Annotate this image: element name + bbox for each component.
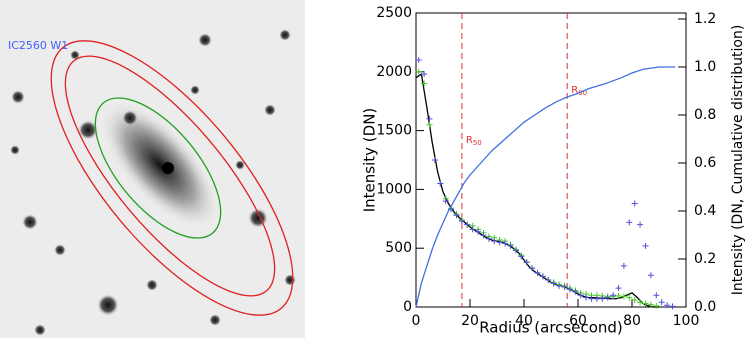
plot-frame bbox=[415, 12, 687, 308]
y2-tick-label: 1.2 bbox=[694, 11, 716, 27]
plus-marker bbox=[599, 295, 606, 302]
plus-marker bbox=[415, 57, 422, 64]
plus-marker bbox=[631, 296, 638, 303]
y-tick-label: 500 bbox=[385, 240, 412, 256]
plus-marker bbox=[631, 200, 638, 207]
plus-marker bbox=[561, 284, 568, 291]
y-tick-label: 1500 bbox=[376, 123, 412, 139]
plus-marker bbox=[620, 262, 627, 269]
plus-marker bbox=[523, 259, 530, 266]
plus-marker bbox=[475, 228, 482, 235]
plus-marker bbox=[637, 221, 644, 228]
plus-marker bbox=[637, 299, 644, 306]
x-tick-label: 0 bbox=[412, 313, 421, 329]
reference-label-text: R bbox=[571, 85, 578, 96]
reference-label: R90 bbox=[571, 85, 587, 97]
y2-tick-label: 0.0 bbox=[694, 299, 716, 315]
plus-marker bbox=[415, 68, 422, 75]
plus-marker bbox=[421, 80, 428, 87]
plus-marker bbox=[545, 276, 552, 283]
plus-marker bbox=[426, 121, 433, 128]
reference-label: R50 bbox=[466, 135, 482, 147]
plus-marker bbox=[464, 221, 471, 228]
plus-marker bbox=[426, 115, 433, 122]
plus-marker bbox=[653, 292, 660, 299]
plus-marker bbox=[669, 303, 676, 310]
plus-marker bbox=[485, 235, 492, 242]
plus-marker bbox=[664, 302, 671, 309]
x-tick-label: 80 bbox=[623, 313, 641, 329]
plus-marker bbox=[534, 269, 541, 276]
plus-marker bbox=[626, 294, 633, 301]
plus-marker bbox=[653, 302, 660, 309]
reference-label-text: R bbox=[466, 135, 473, 146]
plus-marker bbox=[583, 294, 590, 301]
plus-marker bbox=[626, 219, 633, 226]
image-label: IC2560 W1 bbox=[8, 39, 68, 52]
y2-axis-label: Intensity (DN, Cumulative distribution) bbox=[730, 25, 746, 296]
plus-marker bbox=[577, 292, 584, 299]
plus-marker bbox=[658, 299, 665, 306]
x-tick-label: 60 bbox=[569, 313, 587, 329]
reference-label-sub: 50 bbox=[473, 139, 482, 147]
x-tick-label: 20 bbox=[461, 313, 479, 329]
plus-marker bbox=[469, 226, 476, 233]
plus-marker bbox=[615, 292, 622, 299]
x-tick-label: 40 bbox=[515, 313, 533, 329]
plus-marker bbox=[593, 295, 600, 302]
plus-marker bbox=[642, 242, 649, 249]
y2-tick-label: 1.0 bbox=[694, 59, 716, 75]
plus-marker bbox=[620, 293, 627, 300]
y-tick-label: 2000 bbox=[376, 64, 412, 80]
y2-tick-label: 0.2 bbox=[694, 251, 716, 267]
plus-marker bbox=[610, 292, 617, 299]
plus-marker bbox=[588, 295, 595, 302]
x-axis-label: Radius (arcsecond) bbox=[479, 319, 623, 337]
plus-marker bbox=[442, 198, 449, 205]
y-axis-label: Intensity (DN) bbox=[361, 108, 379, 213]
plus-marker bbox=[431, 157, 438, 163]
plus-marker bbox=[512, 247, 519, 254]
y-tick-label: 2500 bbox=[376, 5, 412, 21]
plus-marker bbox=[421, 71, 428, 78]
plus-marker bbox=[647, 301, 654, 308]
plus-marker bbox=[491, 238, 498, 245]
y2-tick-label: 0.8 bbox=[694, 107, 716, 123]
plus-marker bbox=[604, 294, 611, 301]
reference-label-sub: 90 bbox=[578, 89, 587, 97]
sky-image: IC2560 W1 bbox=[0, 0, 305, 338]
plus-marker bbox=[458, 218, 465, 225]
plus-marker bbox=[507, 242, 514, 249]
x-tick-label: 100 bbox=[673, 313, 700, 329]
plus-marker bbox=[437, 180, 444, 187]
plus-marker bbox=[496, 239, 503, 246]
y2-tick-label: 0.4 bbox=[694, 203, 716, 219]
plus-marker bbox=[642, 300, 649, 307]
plus-marker bbox=[518, 253, 525, 260]
series-line bbox=[415, 66, 676, 308]
plus-marker bbox=[480, 232, 487, 239]
plus-marker bbox=[539, 273, 546, 280]
plus-marker bbox=[572, 288, 579, 295]
y2-tick-label: 0.6 bbox=[694, 155, 716, 171]
plus-marker bbox=[556, 282, 563, 289]
plus-marker bbox=[453, 212, 460, 219]
plus-marker bbox=[647, 272, 654, 279]
plus-marker bbox=[550, 280, 557, 287]
plus-marker bbox=[529, 265, 536, 272]
plus-marker bbox=[502, 240, 509, 247]
plus-marker bbox=[615, 285, 622, 292]
y-tick-label: 1000 bbox=[376, 181, 412, 197]
plus-marker bbox=[566, 286, 573, 293]
y-tick-label: 0 bbox=[403, 299, 412, 315]
